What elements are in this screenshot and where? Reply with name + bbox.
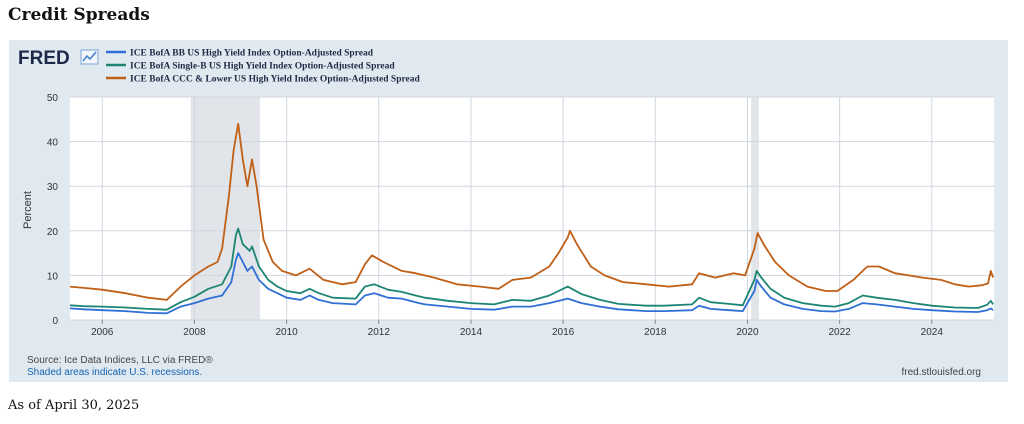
series-line-2 — [69, 122, 994, 301]
x-tick-label: 2018 — [644, 327, 667, 338]
y-tick-label: 0 — [52, 316, 58, 327]
legend-label: ICE BofA CCC & Lower US High Yield Index… — [130, 75, 421, 85]
x-tick-label: 2016 — [552, 327, 575, 338]
fred-logo[interactable]: FRED — [18, 48, 70, 69]
fred-graph-frame: FRED ICE BofA BB US High Yield Index Opt… — [9, 40, 1008, 382]
legend-label: ICE BofA BB US High Yield Index Option-A… — [130, 49, 374, 59]
x-tick-label: 2006 — [91, 327, 114, 338]
fred-site-label[interactable]: fred.stlouisfed.org — [902, 367, 982, 378]
x-tick-label: 2008 — [183, 327, 206, 338]
x-tick-label: 2024 — [921, 327, 944, 338]
y-tick-label: 20 — [47, 227, 59, 238]
x-tick-label: 2022 — [828, 327, 851, 338]
fred-trend-icon — [80, 49, 99, 65]
x-tick-label: 2020 — [736, 327, 759, 338]
y-tick-label: 50 — [47, 93, 59, 104]
recession-shading — [190, 97, 759, 320]
x-tick-labels: 2006 2008 2010 2012 2014 2016 2018 2020 2022 2024 — [91, 320, 943, 338]
fred-chart: FRED ICE BofA BB US High Yield Index Opt… — [18, 48, 994, 378]
x-tick-label: 2012 — [368, 327, 391, 338]
legend-label: ICE BofA Single-B US High Yield Index Op… — [130, 62, 395, 72]
recession-note-link[interactable]: Shaded areas indicate U.S. recessions. — [27, 367, 202, 378]
y-tick-labels: 0 10 20 30 40 50 — [47, 93, 59, 327]
series-lines — [69, 122, 994, 315]
y-axis-label: Percent — [22, 191, 34, 229]
x-tick-label: 2014 — [460, 327, 483, 338]
page-title: Credit Spreads — [8, 5, 150, 25]
y-tick-label: 40 — [47, 138, 59, 149]
series-line-1 — [69, 227, 994, 311]
y-tick-label: 10 — [47, 271, 59, 282]
grid-lines — [70, 96, 994, 321]
source-note: Source: Ice Data Indices, LLC via FRED® — [27, 355, 213, 366]
as-of-date: As of April 30, 2025 — [8, 398, 140, 413]
chart-legend: ICE BofA BB US High Yield Index Option-A… — [106, 49, 421, 85]
y-tick-label: 30 — [47, 182, 59, 193]
series-line-0 — [69, 252, 994, 315]
x-tick-label: 2010 — [275, 327, 298, 338]
recession-band-1 — [751, 97, 759, 320]
recession-band-0 — [190, 97, 260, 320]
